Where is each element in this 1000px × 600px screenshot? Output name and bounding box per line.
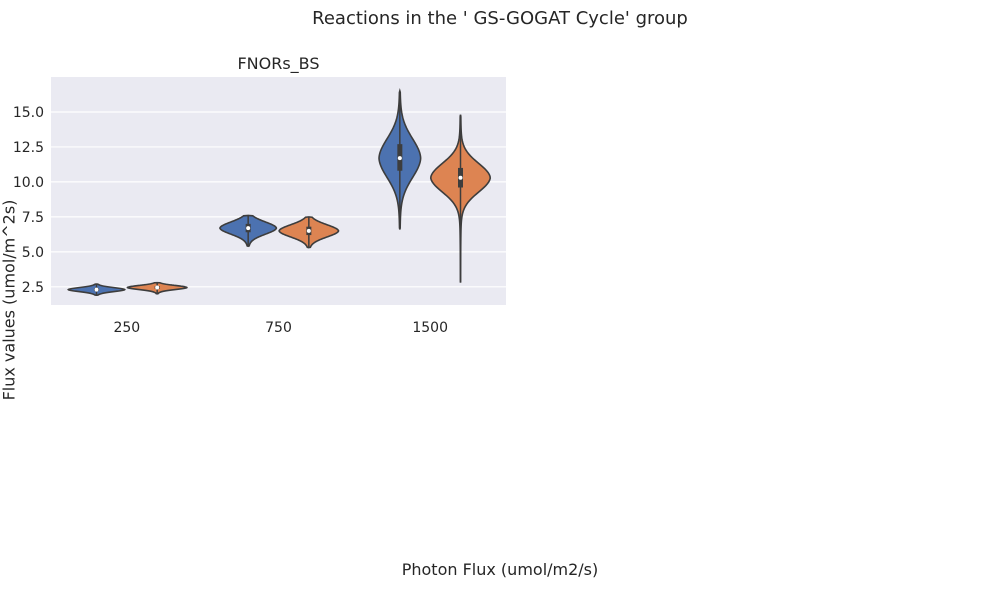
violin-group bbox=[67, 87, 492, 297]
violin-median bbox=[246, 226, 251, 231]
y-tick-label: 2.5 bbox=[22, 280, 44, 296]
x-axis-ticks: 250 750 1500 bbox=[113, 320, 448, 336]
violin-median bbox=[397, 156, 402, 161]
violin-median bbox=[306, 228, 311, 233]
y-axis-label: Flux values (umol/m^2s) bbox=[0, 199, 19, 401]
figure-title: Reactions in the ' GS-GOGAT Cycle' group bbox=[312, 8, 688, 29]
x-tick-label: 1500 bbox=[412, 320, 448, 336]
plot-area bbox=[51, 77, 506, 305]
x-tick-label: 250 bbox=[113, 320, 140, 336]
violin-median bbox=[94, 287, 99, 292]
y-tick-label: 7.5 bbox=[22, 210, 44, 226]
x-tick-label: 750 bbox=[265, 320, 292, 336]
y-tick-label: 12.5 bbox=[13, 140, 44, 156]
grid-lines bbox=[51, 111, 506, 288]
x-axis-label: Photon Flux (umol/m2/s) bbox=[401, 560, 599, 579]
y-tick-label: 15.0 bbox=[13, 105, 44, 121]
violin-median bbox=[458, 175, 463, 180]
y-tick-label: 5.0 bbox=[22, 245, 44, 261]
y-axis-ticks: 2.5 5.0 7.5 10.0 12.5 15.0 bbox=[13, 105, 44, 296]
y-tick-label: 10.0 bbox=[13, 175, 44, 191]
subplot-title: FNORs_BS bbox=[237, 54, 319, 74]
violin-median bbox=[155, 285, 160, 290]
